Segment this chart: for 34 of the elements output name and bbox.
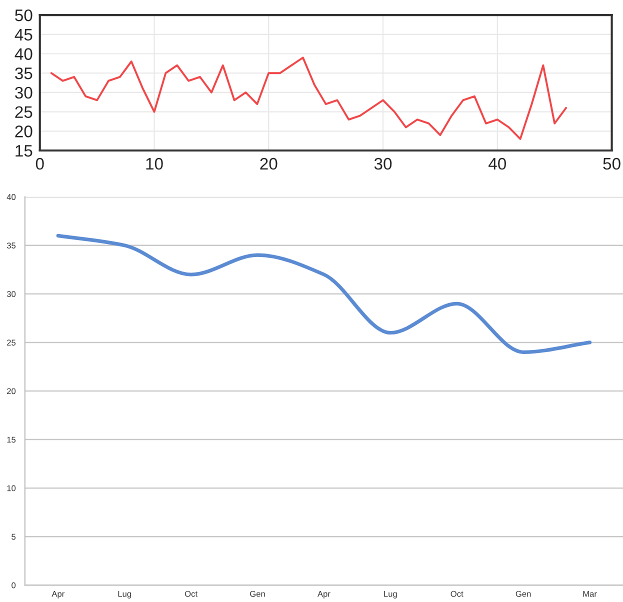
y-tick-label: 5	[12, 534, 16, 540]
x-tick-label: Lug	[118, 591, 132, 598]
x-tick-label: Oct	[450, 590, 464, 597]
line-series	[50, 56, 568, 140]
y-tick-label: 15	[7, 436, 16, 443]
y-tick-label: 20	[15, 126, 32, 138]
x-tick-label: Apr	[52, 591, 64, 598]
y-tick-label: 40	[6, 194, 16, 200]
y-tick-label: 30	[6, 291, 16, 298]
line-series	[56, 234, 592, 354]
y-tick-label: 30	[15, 86, 32, 99]
x-tick-label: 30	[374, 158, 392, 170]
x-tick-label: 40	[488, 158, 506, 170]
x-tick-label: Mar	[583, 591, 597, 597]
y-tick-label: 25	[15, 106, 32, 118]
y-tick-label: 50	[15, 9, 32, 22]
x-tick-label: 0	[36, 158, 44, 170]
x-tick-label: 20	[260, 158, 278, 170]
x-tick-label: Gen	[516, 590, 531, 597]
x-tick-label: Oct	[184, 590, 198, 597]
y-tick-label: 35	[6, 242, 16, 248]
y-tick-label: 35	[15, 68, 32, 80]
x-tick-label: Lug	[384, 591, 397, 598]
y-tick-label: 20	[7, 388, 16, 394]
y-tick-label: 0	[12, 582, 16, 588]
x-tick-label: Apr	[317, 591, 330, 598]
y-tick-label: 10	[7, 485, 16, 492]
y-tick-label: 40	[14, 48, 32, 60]
x-tick-label: Gen	[250, 590, 265, 597]
x-tick-label: 50	[603, 158, 620, 170]
y-tick-label: 15	[16, 145, 32, 157]
y-tick-label: 25	[7, 340, 16, 346]
x-tick-label: 10	[146, 158, 163, 170]
y-tick-label: 45	[14, 28, 32, 41]
